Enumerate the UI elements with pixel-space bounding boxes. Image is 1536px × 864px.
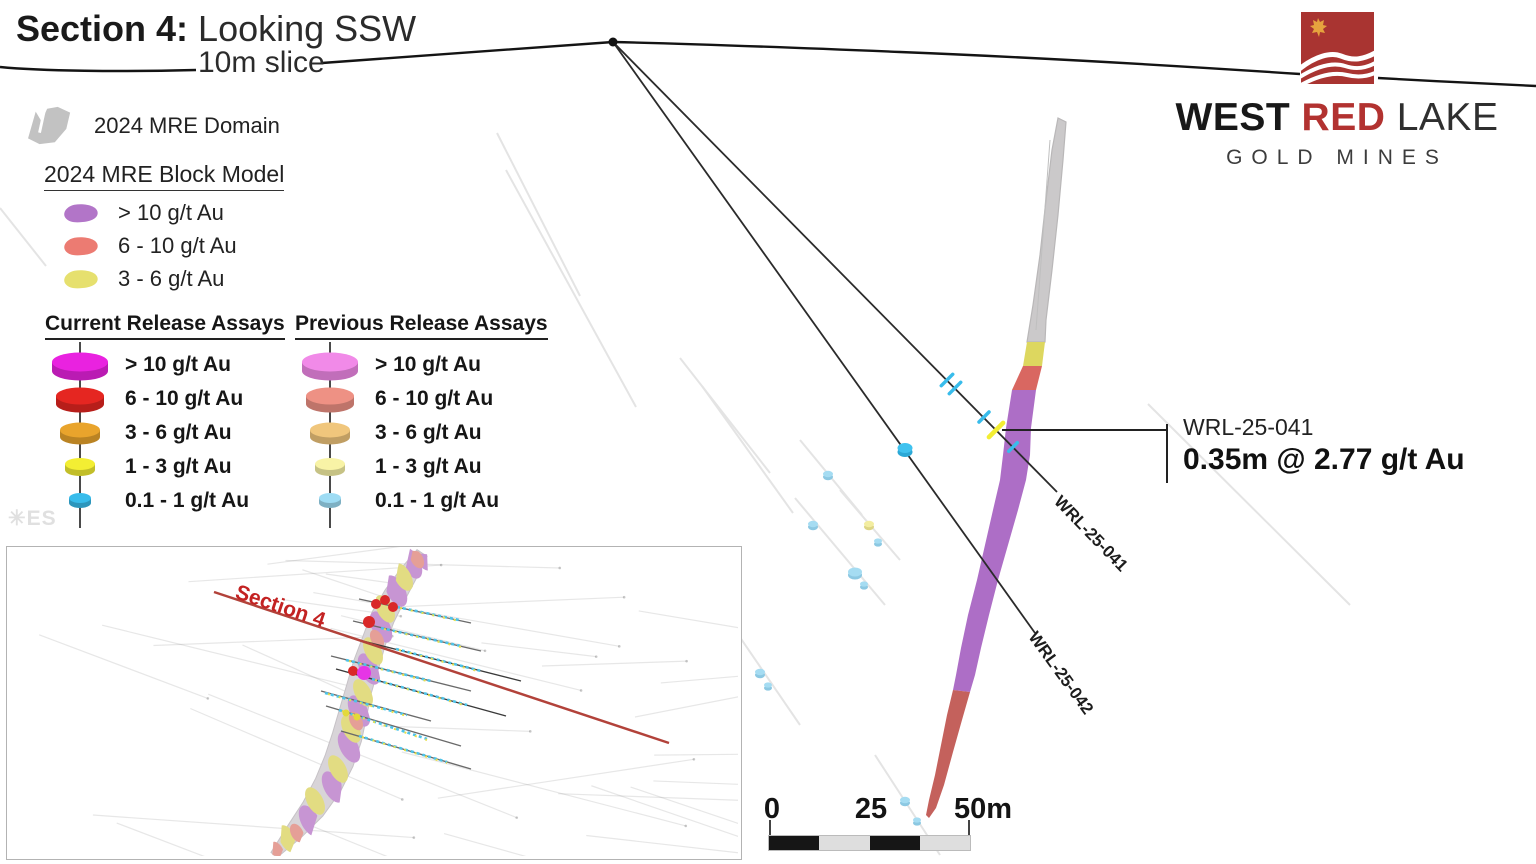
plan-view-artwork [39,547,738,856]
assay-disk-icon [315,458,345,476]
scale-tick [968,820,970,837]
assay-label: > 10 g/t Au [125,353,231,376]
logo-wordmark: WEST RED LAKE [1175,96,1499,139]
drill-collar-icon [608,37,618,47]
assay-disk-icon [302,352,358,381]
previous-assay-markers [755,470,921,826]
legend-item: 0.1 - 1 g/t Au [295,484,548,518]
scale-label-25: 25 [854,793,888,825]
assay-disk-icon [306,387,354,413]
topographic-surface-line [0,40,1536,88]
assay-disk-icon [52,352,108,381]
legend-item: 0.1 - 1 g/t Au [45,484,285,518]
trace-wrl-25-042 [612,41,1036,634]
legend-item: > 10 g/t Au [58,196,237,229]
page-title: Section 4: Looking SSW [16,10,416,48]
legend-item: 6 - 10 g/t Au [295,382,548,416]
block-gt10-purple [953,390,1036,692]
scale-tick [769,820,771,837]
assay-label: 0.1 - 1 g/t Au [125,489,250,512]
scale-label-50m: 50m [953,793,1013,825]
assay-label: 1 - 3 g/t Au [375,455,482,478]
assay-label: 6 - 10 g/t Au [375,387,494,410]
legend-item: 6 - 10 g/t Au [45,382,285,416]
title-view: Looking SSW [188,8,417,49]
previous-assays-heading: Previous Release Assays [295,312,548,340]
title-section: Section 4: [16,8,189,49]
assay-label: 3 - 6 g/t Au [125,421,232,444]
assay-disk-042 [897,443,913,457]
block-model-swatch-icon [64,203,98,222]
block-6-10-red [1012,366,1042,390]
legend-item: 3 - 6 g/t Au [45,416,285,450]
mre-domain-icon [28,106,71,145]
annotation-hole-id: WRL-25-041 [1183,414,1314,440]
watermark: ✳ES [8,507,57,530]
assay-disk-icon [310,422,350,445]
trace-wrl-25-041 [612,41,1058,493]
block-3-6-yellow [1023,342,1045,366]
current-assay-ticks [939,372,1020,454]
block-model-heading: 2024 MRE Block Model [44,161,285,191]
assay-label: 0.1 - 1 g/t Au [375,489,500,512]
assay-disk-icon [60,422,100,445]
intercept-annotation: WRL-25-041 0.35m @ 2.77 g/t Au [1183,414,1465,477]
block-model-swatch-icon [64,236,98,255]
title-subtitle: 10m slice [198,46,325,79]
legend-mre-domain: 2024 MRE Domain [20,104,280,148]
assay-disk-icon [319,493,341,508]
block-model-legend: > 10 g/t Au 6 - 10 g/t Au 3 - 6 g/t Au [58,196,237,295]
legend-item: 6 - 10 g/t Au [58,229,237,262]
logo-tagline: GOLD MINES [1226,146,1448,169]
annotation-intercept: 0.35m @ 2.77 g/t Au [1183,443,1465,476]
block-model-swatch-icon [64,269,98,288]
legend-item: 3 - 6 g/t Au [58,262,237,295]
previous-assays-legend: Previous Release Assays > 10 g/t Au 6 - 1… [295,312,548,528]
scale-label-0: 0 [763,793,781,825]
legend-item: 3 - 6 g/t Au [295,416,548,450]
assay-disk-icon [56,387,104,413]
assay-disk-icon [69,493,91,508]
legend-item: > 10 g/t Au [295,348,548,382]
current-assays-rows: > 10 g/t Au 6 - 10 g/t Au 3 - 6 g/t Au 1 - … [45,342,285,528]
scale-bar [768,835,971,851]
assay-label: 6 - 10 g/t Au [125,387,244,410]
current-assays-heading: Current Release Assays [45,312,285,340]
logo-waves-icon [1301,50,1374,84]
mre-domain-body [926,117,1067,818]
assay-label: 1 - 3 g/t Au [125,455,232,478]
legend-item: 1 - 3 g/t Au [295,450,548,484]
assay-disk-icon [65,458,95,476]
legend-item: > 10 g/t Au [45,348,285,382]
maple-leaf-icon [1310,18,1327,37]
annotation-leader [1002,424,1168,483]
assay-label: 3 - 6 g/t Au [375,421,482,444]
previous-assays-rows: > 10 g/t Au 6 - 10 g/t Au 3 - 6 g/t Au 1 - … [295,342,548,528]
domain-wireframe-gray [1026,117,1067,343]
legend-item: 1 - 3 g/t Au [45,450,285,484]
current-assays-legend: Current Release Assays > 10 g/t Au 6 - 10… [45,312,285,528]
block-red-tail [926,690,970,818]
assay-label: > 10 g/t Au [375,353,481,376]
mre-domain-label: 2024 MRE Domain [94,113,280,138]
plan-view-inset [6,546,742,860]
company-logo [1301,12,1374,84]
